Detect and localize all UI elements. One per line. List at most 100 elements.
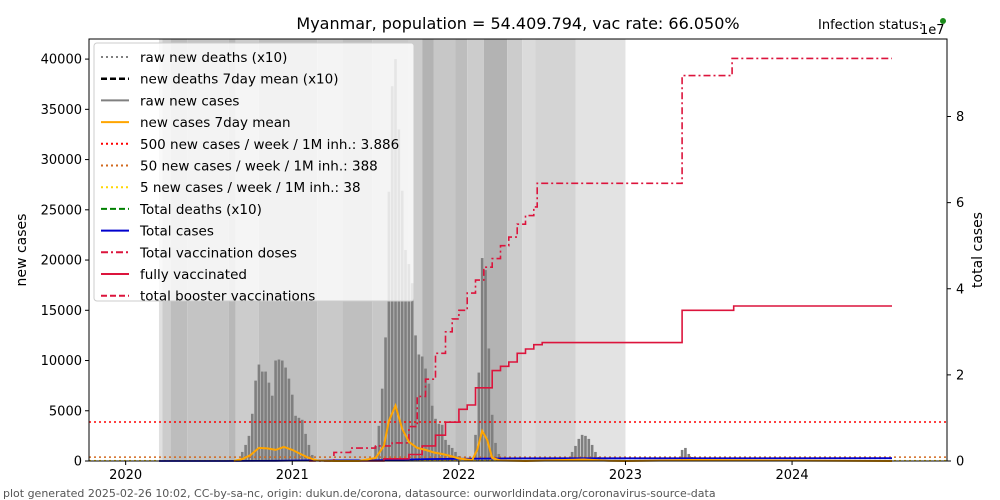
raw-new-cases-bar	[684, 447, 687, 461]
raw-new-cases-bar	[380, 388, 384, 461]
y-tick-label: 25000	[41, 203, 82, 218]
raw-new-cases-bar	[427, 383, 431, 461]
raw-new-cases-bar	[680, 449, 684, 461]
y-right-tick-label: 4	[956, 282, 964, 297]
chart-title: Myanmar, population = 54.409.794, vac ra…	[296, 14, 739, 33]
legend-label: Total cases	[139, 224, 214, 240]
raw-new-cases-bar	[584, 435, 587, 461]
raw-new-cases-bar	[484, 270, 487, 461]
raw-new-cases-bar	[270, 395, 274, 461]
legend-box	[93, 42, 415, 302]
y-right-tick-label: 2	[956, 368, 964, 383]
raw-new-cases-bar	[240, 451, 244, 461]
legend-label: Total vaccination doses	[139, 245, 297, 261]
phase-band-15	[483, 39, 508, 461]
raw-new-cases-bar	[580, 434, 584, 461]
legend-label: raw new cases	[140, 93, 239, 109]
raw-new-cases-bar	[570, 451, 574, 461]
raw-new-cases-bar	[254, 380, 257, 461]
total-vaccination-doses-line	[308, 57, 892, 462]
right-axis-exponent: 1e7	[920, 23, 945, 38]
y-tick-label: 0	[74, 455, 82, 470]
phase-band-11	[422, 39, 434, 461]
raw-new-cases-bar	[287, 378, 291, 461]
legend-label: 500 new cases / week / 1M inh.: 3.886	[140, 137, 399, 153]
raw-new-cases-bar	[430, 405, 434, 461]
raw-new-cases-bar	[284, 367, 287, 461]
y-axis-right: 0 2 4 6 8	[947, 110, 964, 470]
raw-new-cases-bar	[474, 434, 477, 461]
y-axis-label-left: new cases	[14, 214, 30, 287]
raw-new-cases-bar	[437, 423, 441, 461]
raw-new-cases-bar	[244, 444, 247, 461]
raw-new-cases-bar	[424, 368, 427, 461]
y-right-tick-label: 6	[956, 196, 964, 211]
raw-new-cases-bar	[407, 264, 411, 461]
raw-new-cases-bar	[250, 413, 254, 461]
raw-new-cases-bar	[477, 372, 481, 461]
raw-new-cases-bar	[304, 433, 307, 461]
plot-frame	[88, 38, 948, 462]
raw-new-cases-bar	[574, 445, 577, 461]
raw-new-cases-bar	[374, 445, 377, 461]
infection-status-indicator	[940, 18, 946, 24]
raw-new-cases-bar	[307, 444, 311, 461]
raw-new-cases-bar	[480, 258, 484, 461]
legend: raw new deaths (x10) new deaths 7day mean…	[101, 50, 399, 305]
raw-new-cases-bar	[400, 190, 404, 461]
legend-label: Total deaths (x10)	[139, 202, 262, 218]
x-tick-label: 2021	[276, 468, 309, 483]
raw-new-cases-bar	[297, 417, 301, 461]
legend-label: 5 new cases / week / 1M inh.: 38	[140, 180, 361, 196]
phase-band-12	[433, 39, 456, 461]
raw-new-cases-bar	[494, 442, 497, 461]
y-tick-label: 10000	[41, 354, 82, 369]
raw-new-cases-bar	[247, 435, 251, 461]
x-tick-label: 2020	[109, 468, 142, 483]
raw-new-cases-bar	[450, 447, 454, 461]
phase-band-17	[522, 39, 536, 461]
raw-new-cases-bar	[290, 394, 294, 461]
raw-new-cases-bar	[590, 444, 594, 461]
raw-new-cases-bar	[444, 439, 447, 461]
legend-label: 50 new cases / week / 1M inh.: 388	[140, 159, 378, 175]
raw-new-cases-bar	[447, 444, 451, 461]
raw-new-cases-bar	[294, 415, 297, 461]
legend-label: total booster vaccinations	[140, 289, 315, 305]
legend-label: new cases 7day mean	[140, 115, 291, 131]
raw-new-cases-bar	[280, 360, 284, 461]
y-right-tick-label: 0	[956, 455, 964, 470]
y-tick-label: 15000	[41, 304, 82, 319]
raw-new-cases-bar	[487, 348, 491, 461]
raw-new-cases-bar	[497, 453, 501, 461]
x-axis: 2020 2021 2022 2023 2024	[109, 461, 809, 483]
raw-new-cases-bar	[300, 419, 304, 461]
raw-new-cases-bar	[404, 250, 407, 461]
y-right-tick-label: 8	[956, 110, 964, 125]
y-tick-label: 30000	[41, 153, 82, 168]
raw-new-cases-bar	[260, 371, 264, 461]
raw-new-cases-bar	[417, 354, 421, 461]
raw-new-cases-bar	[377, 425, 381, 461]
infection-status-label: Infection status:	[818, 18, 923, 33]
raw-new-cases-bar	[277, 359, 281, 461]
y-tick-label: 20000	[41, 254, 82, 269]
x-tick-label: 2023	[609, 468, 642, 483]
y-tick-label: 5000	[49, 404, 82, 419]
y-tick-label: 40000	[41, 53, 82, 68]
raw-new-cases-bar	[274, 360, 277, 461]
y-axis-label-right: total cases	[970, 212, 986, 288]
raw-new-cases-bar	[257, 364, 261, 461]
legend-label: fully vaccinated	[140, 267, 247, 283]
raw-new-cases-bar	[267, 382, 271, 461]
phase-band-19	[575, 39, 626, 461]
legend-label: new deaths 7day mean (x10)	[140, 72, 339, 88]
raw-new-cases-bar	[587, 438, 591, 461]
legend-label: raw new deaths (x10)	[140, 50, 287, 66]
phase-band-13	[455, 39, 468, 461]
raw-new-cases-bar	[387, 191, 391, 461]
x-tick-label: 2024	[776, 468, 809, 483]
phase-band-16	[507, 39, 523, 461]
raw-new-cases-bar	[420, 356, 424, 461]
